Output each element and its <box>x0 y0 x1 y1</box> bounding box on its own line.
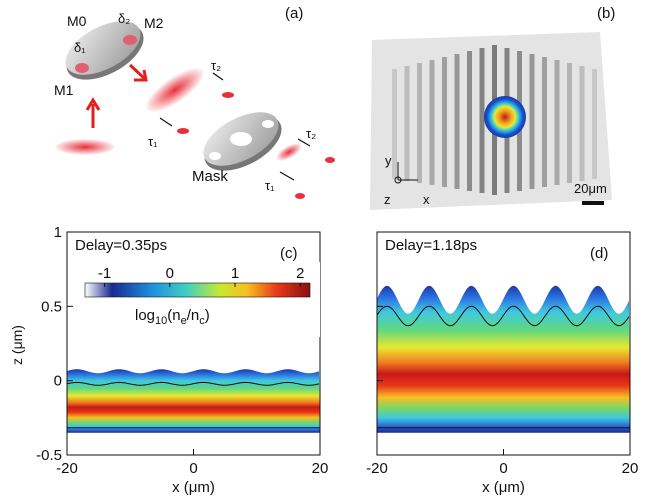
label-part: (n <box>167 307 180 324</box>
y-tick-label: 1 <box>54 224 62 241</box>
colorbar <box>85 283 310 297</box>
pulse <box>55 139 115 155</box>
mask-hole <box>230 132 252 146</box>
label: 20μm <box>574 181 607 196</box>
label: τ₂ <box>211 58 221 73</box>
label: M1 <box>54 82 74 98</box>
pulse <box>222 92 234 98</box>
x-tick-label: 20 <box>312 460 329 477</box>
arrow <box>87 100 99 128</box>
label: M0 <box>67 13 87 29</box>
label-part: log <box>135 307 155 324</box>
fringe <box>467 51 472 191</box>
label: z <box>384 192 391 207</box>
fringe <box>530 54 535 189</box>
fringe <box>555 60 560 185</box>
pulse <box>177 128 189 134</box>
label: τ₁ <box>265 178 275 193</box>
label: M2 <box>144 15 164 31</box>
panel-tag: (d) <box>590 245 608 262</box>
colorbar-tick-label: 2 <box>296 265 304 282</box>
fringe <box>417 63 422 183</box>
colorbar-tick-label: 1 <box>231 265 239 282</box>
label: δ₁ <box>74 40 86 55</box>
density-field <box>67 369 320 433</box>
colorbar-tick-label: -1 <box>98 265 111 282</box>
colorbar-tick-label: 0 <box>166 265 174 282</box>
delay-label: Delay=0.35ps <box>75 237 167 254</box>
label: τ₁ <box>148 134 158 149</box>
mask-hole <box>209 152 221 160</box>
panel-tag: (c) <box>280 245 298 262</box>
label: y <box>385 153 392 168</box>
label-part: ) <box>205 307 210 324</box>
label: τ₂ <box>306 126 316 141</box>
panel-b: y z x 20μm (b) <box>370 5 615 210</box>
fringe <box>392 69 397 179</box>
fringe <box>580 66 585 181</box>
y-tick-label: 0 <box>54 373 62 390</box>
panel-tag: (b) <box>597 5 615 22</box>
fringe <box>455 54 460 189</box>
mask-hole <box>262 120 274 128</box>
pulse <box>325 157 335 163</box>
x-tick-label: 20 <box>622 460 639 477</box>
label: Mask <box>192 168 228 185</box>
fringe <box>567 63 572 183</box>
fringe <box>405 66 410 181</box>
x-tick-label: 0 <box>499 460 507 477</box>
x-tick-label: 0 <box>189 460 197 477</box>
colorbar-bg <box>75 262 320 337</box>
panel-tag: (a) <box>285 5 303 22</box>
scale-bar <box>582 201 604 205</box>
y-tick-label: 0.5 <box>41 298 62 315</box>
x-tick-label: -20 <box>366 460 388 477</box>
x-axis-label: x (μm) <box>172 479 215 496</box>
fringe <box>442 57 447 187</box>
label: δ₂ <box>118 11 130 26</box>
panel-a: M0 M2 M1 δ₂ δ₁ τ₂ τ₁ τ₂ τ₁ Mask (a) <box>54 5 335 199</box>
figure: M0 M2 M1 δ₂ δ₁ τ₂ τ₁ τ₂ τ₁ Mask (a) y z … <box>0 0 660 502</box>
label-part: /n <box>187 307 200 324</box>
fringe <box>480 48 485 193</box>
y-tick-label: -0.5 <box>36 447 62 464</box>
spot <box>75 63 89 73</box>
pulse <box>274 140 304 164</box>
fringe <box>592 69 597 179</box>
fringe <box>430 60 435 185</box>
label-part: 10 <box>155 315 167 327</box>
label: x <box>423 192 430 207</box>
delay-label: Delay=1.18ps <box>385 237 477 254</box>
arrow <box>130 65 146 80</box>
pulse <box>140 61 209 120</box>
spot <box>123 35 137 45</box>
focal-spot <box>484 96 526 138</box>
y-axis-label: z (μm) <box>9 325 25 365</box>
x-axis-label: x (μm) <box>482 479 525 496</box>
density-field <box>377 286 630 433</box>
pulse <box>295 193 305 199</box>
fringe <box>542 57 547 187</box>
